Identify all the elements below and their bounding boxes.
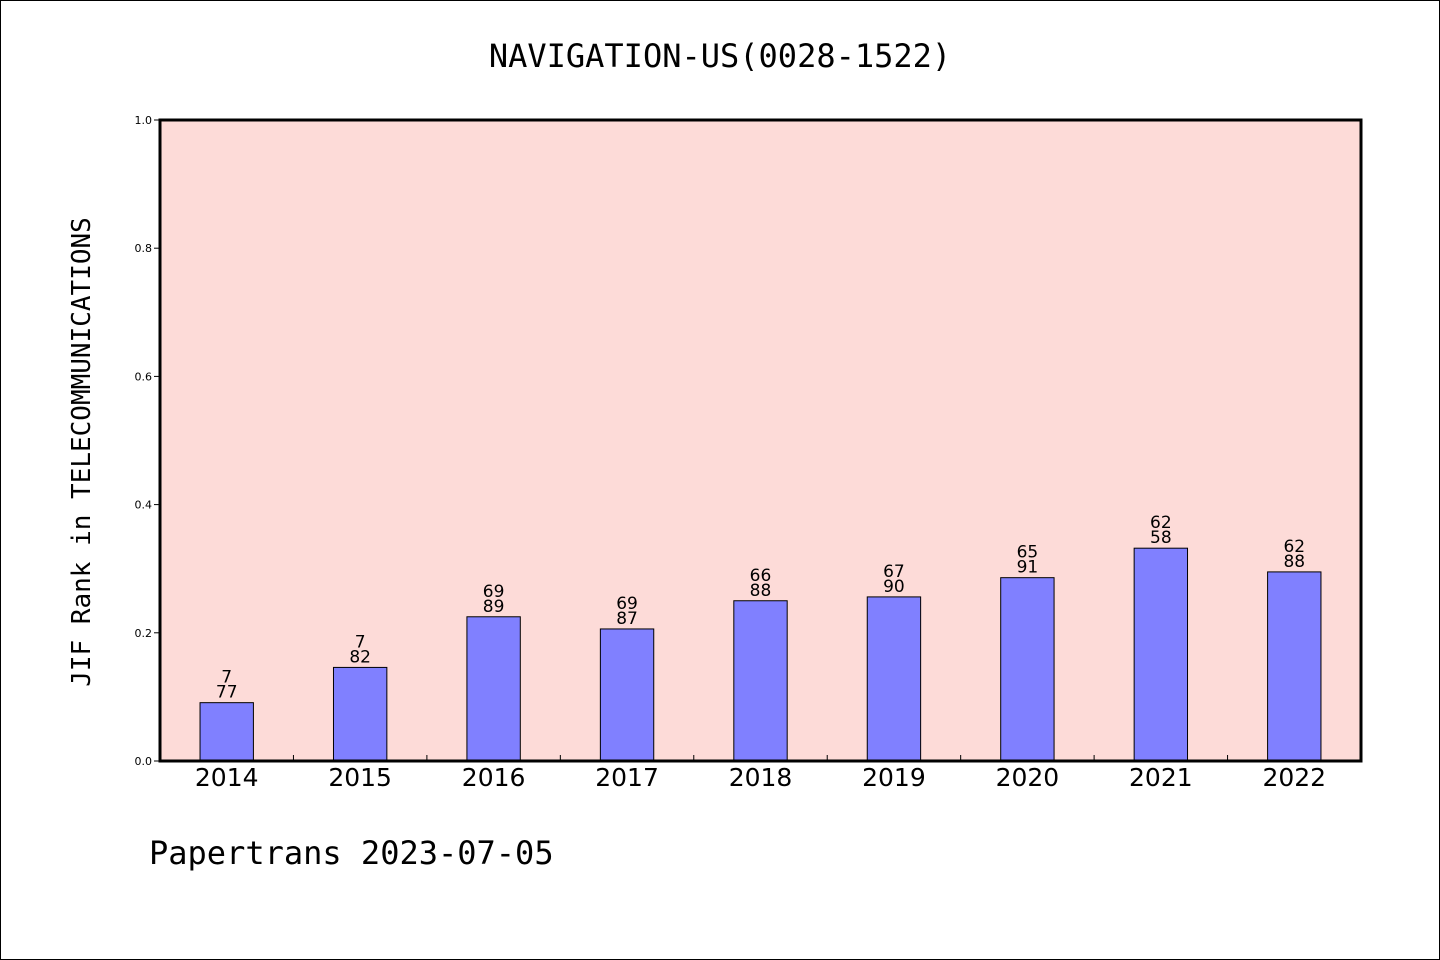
y-axis-label: JIF Rank in TELECOMMUNICATIONS	[67, 217, 97, 687]
bar-2016	[466, 616, 521, 762]
x-tick-label: 2017	[595, 763, 659, 792]
bar-total-label: 91	[1017, 558, 1039, 578]
bar-total-label: 89	[483, 597, 505, 617]
x-tick-label: 2015	[328, 763, 392, 792]
y-tick-label: 0.0	[135, 755, 153, 768]
bar-total-label: 88	[1283, 552, 1305, 572]
bar-rank-label: 69	[616, 594, 638, 614]
bar-total-label: 82	[349, 647, 371, 667]
plot-border	[158, 118, 1363, 763]
x-tick-label: 2021	[1129, 763, 1193, 792]
x-tick-label: 2018	[729, 763, 793, 792]
bar-rank-label: 67	[883, 562, 905, 582]
x-tick-label: 2016	[462, 763, 526, 792]
footer-stamp: Papertrans 2023-07-05	[149, 834, 554, 872]
y-tick-label: 1.0	[135, 114, 153, 127]
bar-2015	[332, 666, 388, 762]
y-axis: 0.0 0.2 0.4 0.6 0.8 1.0	[135, 114, 160, 768]
bar-total-label: 87	[616, 609, 638, 629]
y-tick-label: 0.2	[135, 627, 153, 640]
bars	[199, 547, 1322, 762]
bar-total-label: 58	[1150, 528, 1172, 548]
bar-2020	[1000, 577, 1055, 762]
bar-2022	[1267, 571, 1322, 762]
chart-title: NAVIGATION-US(0028-1522)	[489, 37, 951, 75]
bar-total-label: 88	[750, 581, 772, 601]
bar-rank-label: 7	[221, 668, 232, 688]
x-tick-label: 2020	[996, 763, 1060, 792]
bar-total-label: 90	[883, 577, 905, 597]
bar-2018	[733, 600, 788, 762]
bar-rank-label: 62	[1283, 537, 1305, 557]
bar-total-label: 77	[216, 683, 238, 703]
bar-2021	[1133, 547, 1189, 762]
bar-2019	[866, 596, 922, 762]
bar-2017	[599, 628, 655, 762]
bar-rank-label: 65	[1017, 543, 1039, 563]
x-tick-label: 2022	[1262, 763, 1326, 792]
bar-rank-label: 7	[355, 632, 366, 652]
bar-rank-label: 62	[1150, 513, 1172, 533]
x-tick-label: 2014	[195, 763, 259, 792]
bar-2014	[199, 702, 254, 762]
y-tick-label: 0.4	[135, 499, 153, 512]
x-axis: 2014 2015 2016 2017 2018 2019 2020 2021 2022	[195, 755, 1326, 792]
y-tick-label: 0.6	[135, 370, 153, 383]
bar-rank-label: 66	[750, 566, 772, 586]
x-tick-label: 2019	[862, 763, 926, 792]
y-tick-label: 0.8	[135, 242, 153, 255]
bar-rank-label: 69	[483, 582, 505, 602]
